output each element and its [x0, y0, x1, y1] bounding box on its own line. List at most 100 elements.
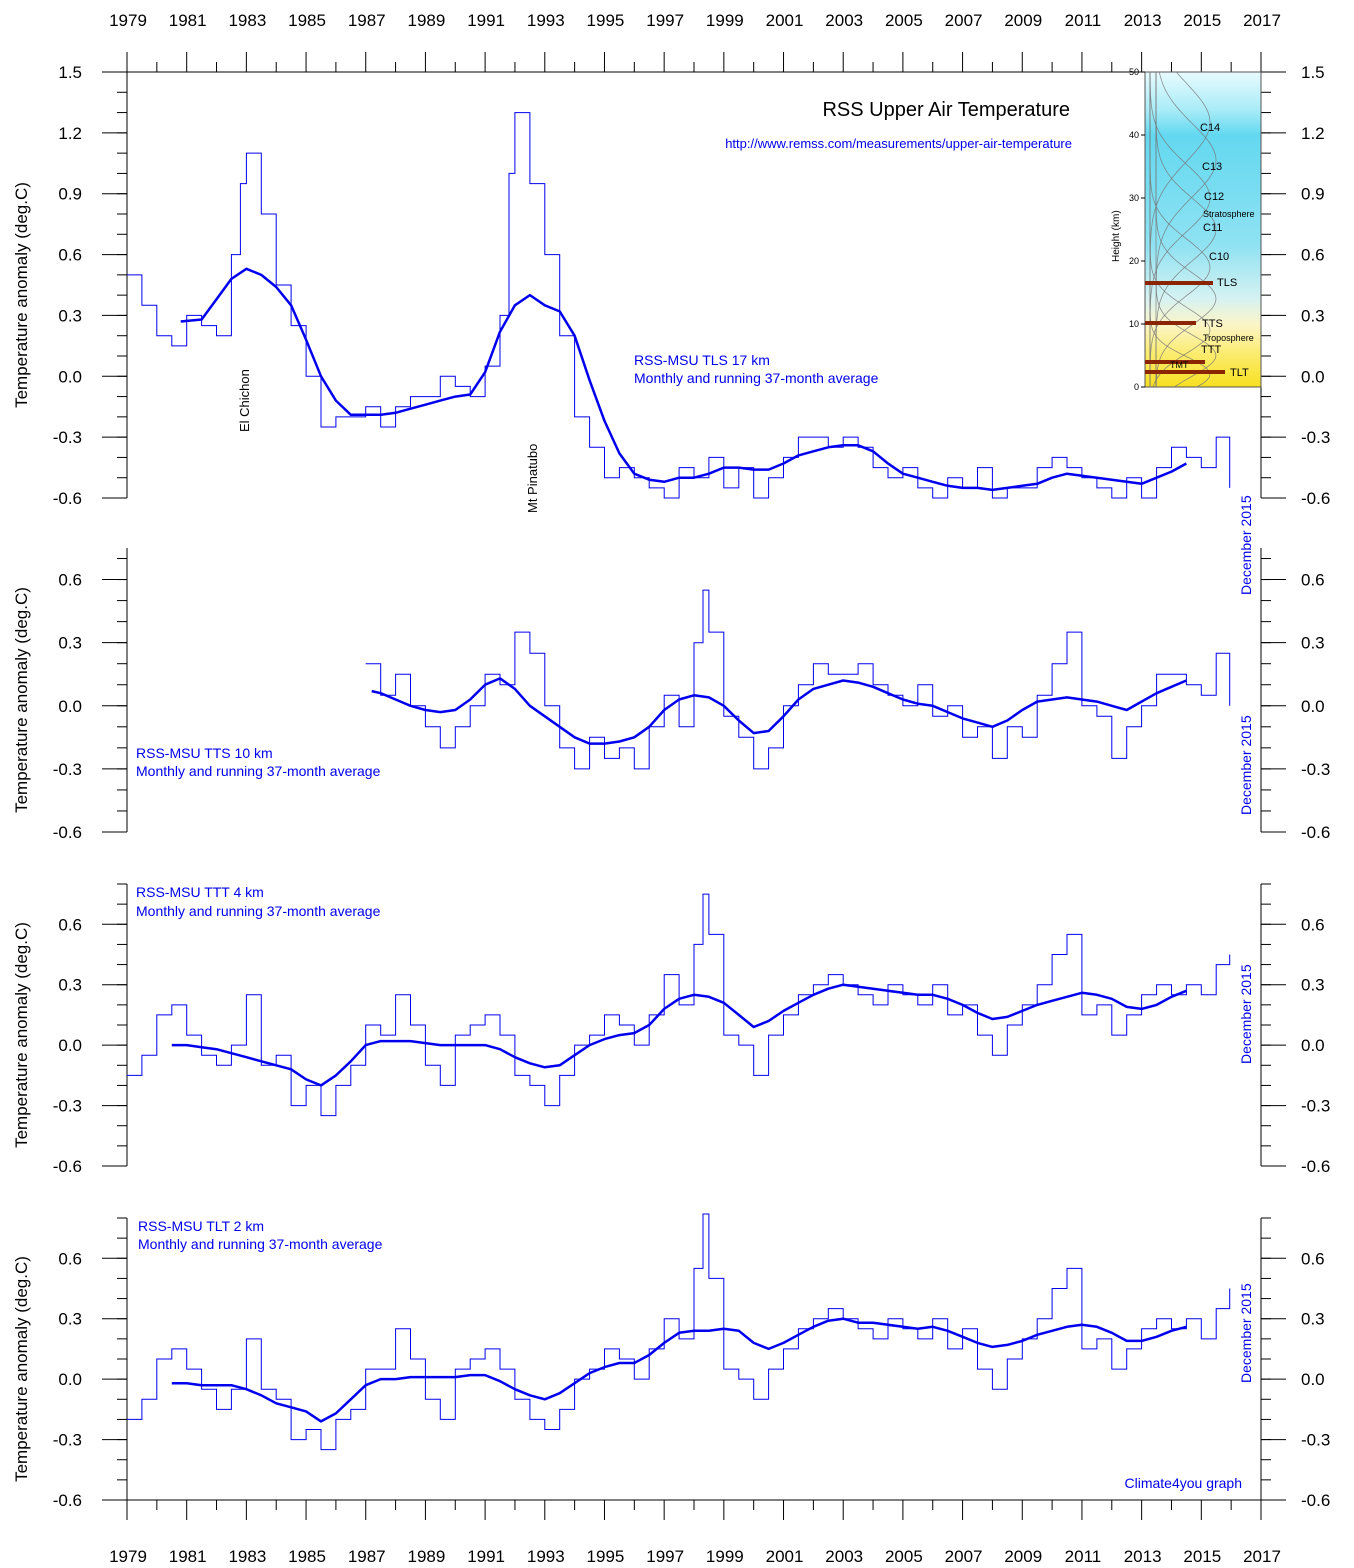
top-year-label: 1987 [348, 11, 386, 30]
right-tick-label: 0.0 [1301, 1370, 1325, 1389]
weighting-curve [1149, 72, 1211, 387]
right-tick-label: -0.6 [1301, 489, 1330, 508]
bottom-year-label: 2009 [1004, 1547, 1042, 1566]
inset-height-label: 50 [1129, 67, 1139, 77]
ttt-series-label: RSS-MSU TTT 4 km [136, 884, 264, 900]
left-tick-label: 0.9 [58, 185, 82, 204]
top-year-label: 2005 [885, 11, 923, 30]
inset-label-c10: C10 [1209, 251, 1229, 263]
y-axis-title: Temperature anomaly (deg.C) [12, 1256, 31, 1482]
top-year-label: 2011 [1065, 11, 1102, 30]
left-tick-label: -0.6 [53, 1491, 82, 1510]
y-axis-title: Temperature anomaly (deg.C) [12, 922, 31, 1148]
source-url: http://www.remss.com/measurements/upper-… [725, 136, 1072, 151]
annotation-mt-pinatubo: Mt Pinatubo [525, 444, 540, 513]
inset-ylabel: Height (km) [1111, 210, 1122, 262]
bottom-year-label: 1979 [109, 1547, 147, 1566]
monthly-series-line [365, 589, 1231, 770]
right-tick-label: -0.3 [1301, 760, 1330, 779]
inset-height-axis: 0 10 20 30 40 50 [1129, 67, 1145, 392]
right-tick-label: -0.3 [1301, 1431, 1330, 1450]
inset-label-c12: C12 [1204, 191, 1224, 203]
bottom-year-label: 1993 [527, 1547, 565, 1566]
right-tick-label: 0.0 [1301, 1036, 1325, 1055]
right-tick-label: 0.3 [1301, 1310, 1325, 1329]
inset-background [1144, 71, 1262, 388]
inset-label-c13: C13 [1202, 161, 1222, 173]
end-label-tlt: December 2015 [1238, 1283, 1254, 1383]
top-year-label: 1993 [527, 11, 565, 30]
right-tick-label: 0.6 [1301, 1249, 1325, 1268]
tlt-series-label: RSS-MSU TLT 2 km [138, 1218, 264, 1234]
inset-label-stratosphere: Stratosphere [1203, 209, 1255, 219]
top-year-label: 1995 [587, 11, 625, 30]
bottom-year-label: 2005 [885, 1547, 923, 1566]
panel-tlt: 0.6 0.6 0.3 0.3 0.0 0.0 -0.3 -0.3 -0.6 -0.6 Temper… [12, 1213, 1330, 1520]
running-average-line [371, 677, 1187, 745]
end-label-tts: December 2015 [1238, 495, 1254, 595]
end-label-ttt: December 2015 [1238, 964, 1254, 1064]
bottom-year-label: 1999 [706, 1547, 744, 1566]
weighting-curve [1155, 71, 1217, 387]
inset-height-label: 30 [1129, 193, 1139, 203]
credit-label: Climate4you graph [1124, 1475, 1242, 1491]
bottom-year-label: 2007 [945, 1547, 983, 1566]
left-tick-label: 1.2 [58, 124, 82, 143]
left-tick-label: 0.0 [58, 1370, 82, 1389]
left-tick-label: -0.3 [53, 1097, 82, 1116]
bottom-year-label: 2011 [1065, 1547, 1102, 1566]
top-year-label: 2013 [1124, 11, 1162, 30]
right-tick-label: -0.3 [1301, 428, 1330, 447]
bottom-year-label: 2001 [766, 1547, 804, 1566]
inset-height-label: 10 [1129, 319, 1139, 329]
atmosphere-layers-inset: 0 10 20 30 40 50 Height (km) C14 C13 C12 Stra… [1111, 67, 1262, 392]
bottom-year-label: 2015 [1183, 1547, 1221, 1566]
top-year-label: 1983 [228, 11, 266, 30]
ttt-series-sublabel: Monthly and running 37-month average [136, 903, 381, 919]
top-year-label: 2015 [1183, 11, 1221, 30]
bottom-year-label: 1991 [467, 1547, 505, 1566]
top-year-label: 2009 [1004, 11, 1042, 30]
left-tick-label: 0.6 [58, 1249, 82, 1268]
inset-height-label: 40 [1129, 130, 1139, 140]
y-axis-title: Temperature anomaly (deg.C) [12, 182, 31, 408]
weighting-function-curves [1149, 71, 1217, 388]
tts-series-label: RSS-MSU TTS 10 km [136, 745, 273, 761]
top-year-label: 1985 [288, 11, 326, 30]
bottom-year-label: 1987 [348, 1547, 386, 1566]
panel-tts: 0.6 0.6 0.3 0.3 0.0 0.0 -0.3 -0.3 -0.6 -0.6 Temper… [12, 548, 1330, 842]
running-average-line [171, 983, 1187, 1087]
right-tick-label: 0.3 [1301, 976, 1325, 995]
inset-label-tts: TTS [1202, 318, 1223, 330]
left-tick-label: 1.5 [58, 63, 82, 82]
top-year-label: 2017 [1243, 11, 1281, 30]
left-tick-label: -0.6 [53, 489, 82, 508]
right-tick-label: 0.6 [1301, 246, 1325, 265]
left-tick-label: -0.3 [53, 428, 82, 447]
bottom-year-label: 1989 [408, 1547, 446, 1566]
bottom-year-label: 2003 [825, 1547, 863, 1566]
top-year-label: 1991 [467, 11, 505, 30]
left-tick-label: 0.6 [58, 571, 82, 590]
left-tick-label: 0.0 [58, 697, 82, 716]
left-tick-label: 0.3 [58, 976, 82, 995]
inset-height-label: 20 [1129, 256, 1139, 266]
running-average-line [180, 267, 1187, 492]
inset-label-tmt: TMT [1170, 360, 1189, 370]
left-tick-label: 0.0 [58, 367, 82, 386]
bottom-year-label: 1983 [228, 1547, 266, 1566]
inset-label-tls: TLS [1217, 277, 1237, 289]
top-year-label: 1979 [109, 11, 147, 30]
left-tick-label: -0.6 [53, 823, 82, 842]
figure-title: RSS Upper Air Temperature [822, 99, 1070, 121]
right-tick-label: 1.2 [1301, 124, 1325, 143]
bottom-year-label: 1981 [169, 1547, 207, 1566]
right-tick-label: 0.6 [1301, 571, 1325, 590]
top-year-label: 1999 [706, 11, 744, 30]
bottom-year-label: 2013 [1124, 1547, 1162, 1566]
left-tick-label: -0.3 [53, 760, 82, 779]
left-tick-label: 0.3 [58, 1310, 82, 1329]
inset-label-tlt: TLT [1230, 367, 1249, 379]
right-tick-label: 0.0 [1301, 697, 1325, 716]
